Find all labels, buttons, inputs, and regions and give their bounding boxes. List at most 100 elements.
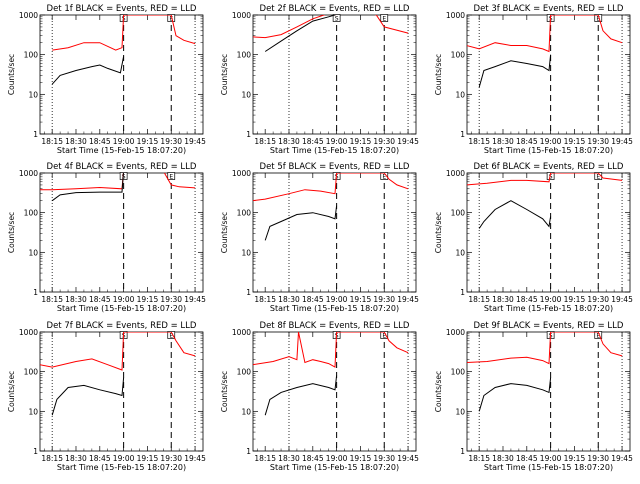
y-tick-label: 1000 <box>19 11 38 20</box>
y-tick-label: 10 <box>28 407 38 416</box>
box-marker <box>380 331 389 339</box>
plot-frame <box>39 172 204 293</box>
x-tick-label: 18:45 <box>302 295 324 304</box>
x-tick-label: 18:15 <box>468 295 490 304</box>
x-axis-label: Start Time (15-Feb-15 18:07:20) <box>57 304 186 313</box>
y-tick-label: 1000 <box>232 169 251 178</box>
y-tick-label: 1 <box>246 288 251 297</box>
x-tick-label: 19:00 <box>540 295 562 304</box>
box-marker-label: E <box>382 333 386 340</box>
panel-title: Det 5f BLACK = Events, RED = LLD <box>260 162 410 172</box>
y-tick-label: 1000 <box>446 11 465 20</box>
x-tick-label: 18:45 <box>302 137 324 146</box>
y-axis-label: Counts/sec <box>220 54 229 95</box>
box-marker-label: E <box>169 174 173 181</box>
x-tick-label: 18:15 <box>254 295 276 304</box>
x-tick-label: 18:45 <box>89 137 111 146</box>
y-tick-label: 1 <box>33 130 38 139</box>
x-tick-label: 18:15 <box>254 454 276 463</box>
y-tick-label: 100 <box>451 209 466 218</box>
events-series-line <box>264 375 338 416</box>
x-tick-label: 19:45 <box>184 295 206 304</box>
x-tick-label: 18:30 <box>492 137 514 146</box>
panel-det-8: Det 8f BLACK = Events, RED = LLD 1 10 100 10… <box>220 321 419 472</box>
x-tick-label: 18:30 <box>278 454 300 463</box>
y-tick-label: 100 <box>237 209 252 218</box>
x-axis-label: Start Time (15-Feb-15 18:07:20) <box>270 146 399 155</box>
panel-title: Det 9f BLACK = Events, RED = LLD <box>474 321 624 331</box>
x-tick-label: 19:00 <box>540 137 562 146</box>
y-tick-label: 1000 <box>232 328 251 337</box>
x-tick-label: 19:15 <box>350 454 372 463</box>
x-tick-label: 18:30 <box>492 454 514 463</box>
y-axis-label: Counts/sec <box>7 212 16 253</box>
y-tick-label: 1 <box>460 447 465 456</box>
y-axis-label: Counts/sec <box>220 371 229 412</box>
lld-series-line <box>467 173 623 186</box>
y-tick-label: 10 <box>241 407 251 416</box>
y-tick-label: 100 <box>451 51 466 60</box>
panel-det-7: Det 7f BLACK = Events, RED = LLD 1 10 100 10… <box>7 321 206 472</box>
x-tick-label: 18:30 <box>65 137 87 146</box>
box-marker-label: E <box>169 333 173 340</box>
x-tick-label: 18:15 <box>468 137 490 146</box>
y-tick-label: 10 <box>241 248 251 257</box>
y-tick-label: 10 <box>455 90 465 99</box>
events-series-line <box>478 200 552 229</box>
x-tick-label: 19:30 <box>587 454 609 463</box>
x-tick-label: 18:15 <box>254 137 276 146</box>
panel-title: Det 8f BLACK = Events, RED = LLD <box>260 321 410 331</box>
x-tick-label: 18:45 <box>302 454 324 463</box>
x-tick-label: 19:00 <box>326 295 348 304</box>
box-marker-label: E <box>596 333 600 340</box>
panel-title: Det 3f BLACK = Events, RED = LLD <box>474 4 624 14</box>
y-axis-label: Counts/sec <box>220 212 229 253</box>
y-tick-label: 1 <box>33 447 38 456</box>
box-marker <box>380 14 389 22</box>
y-tick-label: 10 <box>28 248 38 257</box>
x-tick-label: 18:30 <box>278 137 300 146</box>
panel-title: Det 6f BLACK = Events, RED = LLD <box>474 162 624 172</box>
panel-title: Det 7f BLACK = Events, RED = LLD <box>47 321 197 331</box>
y-axis-label: Counts/sec <box>7 54 16 95</box>
y-tick-label: 100 <box>237 51 252 60</box>
x-tick-label: 19:45 <box>611 454 633 463</box>
y-tick-label: 1000 <box>232 11 251 20</box>
x-axis-label: Start Time (15-Feb-15 18:07:20) <box>484 463 613 472</box>
box-marker <box>332 14 341 22</box>
x-axis-label: Start Time (15-Feb-15 18:07:20) <box>270 304 399 313</box>
x-tick-label: 18:15 <box>41 295 63 304</box>
panel-det-2: Det 2f BLACK = Events, RED = LLD 1 10 100 10… <box>220 4 419 155</box>
plot-frame <box>466 331 631 452</box>
box-marker-label: S <box>549 174 553 181</box>
lld-series-line <box>253 15 409 39</box>
x-tick-label: 19:30 <box>160 454 182 463</box>
lld-series-line <box>40 332 196 371</box>
x-tick-label: 18:30 <box>65 295 87 304</box>
x-tick-label: 18:30 <box>278 295 300 304</box>
x-tick-label: 19:30 <box>373 454 395 463</box>
x-tick-label: 19:15 <box>564 137 586 146</box>
x-tick-label: 19:30 <box>373 295 395 304</box>
x-tick-label: 19:45 <box>397 454 419 463</box>
x-tick-label: 18:15 <box>41 454 63 463</box>
y-tick-label: 100 <box>24 209 39 218</box>
y-tick-label: 10 <box>28 90 38 99</box>
x-tick-label: 19:15 <box>564 454 586 463</box>
y-tick-label: 1000 <box>446 328 465 337</box>
x-tick-label: 19:30 <box>587 137 609 146</box>
plot-frame <box>252 331 417 452</box>
x-tick-label: 19:00 <box>113 454 135 463</box>
panel-det-1: Det 1f BLACK = Events, RED = LLD 1 10 100 10… <box>7 4 206 155</box>
x-tick-label: 19:15 <box>137 295 159 304</box>
events-series-line <box>264 15 336 52</box>
box-marker-label: E <box>169 16 173 23</box>
panel-det-3: Det 3f BLACK = Events, RED = LLD 1 10 100 10… <box>434 4 633 155</box>
x-tick-label: 19:45 <box>611 137 633 146</box>
lld-series-line <box>467 332 623 365</box>
box-marker <box>380 172 389 180</box>
x-tick-label: 19:00 <box>113 137 135 146</box>
x-tick-label: 18:30 <box>65 454 87 463</box>
y-tick-label: 1000 <box>19 328 38 337</box>
